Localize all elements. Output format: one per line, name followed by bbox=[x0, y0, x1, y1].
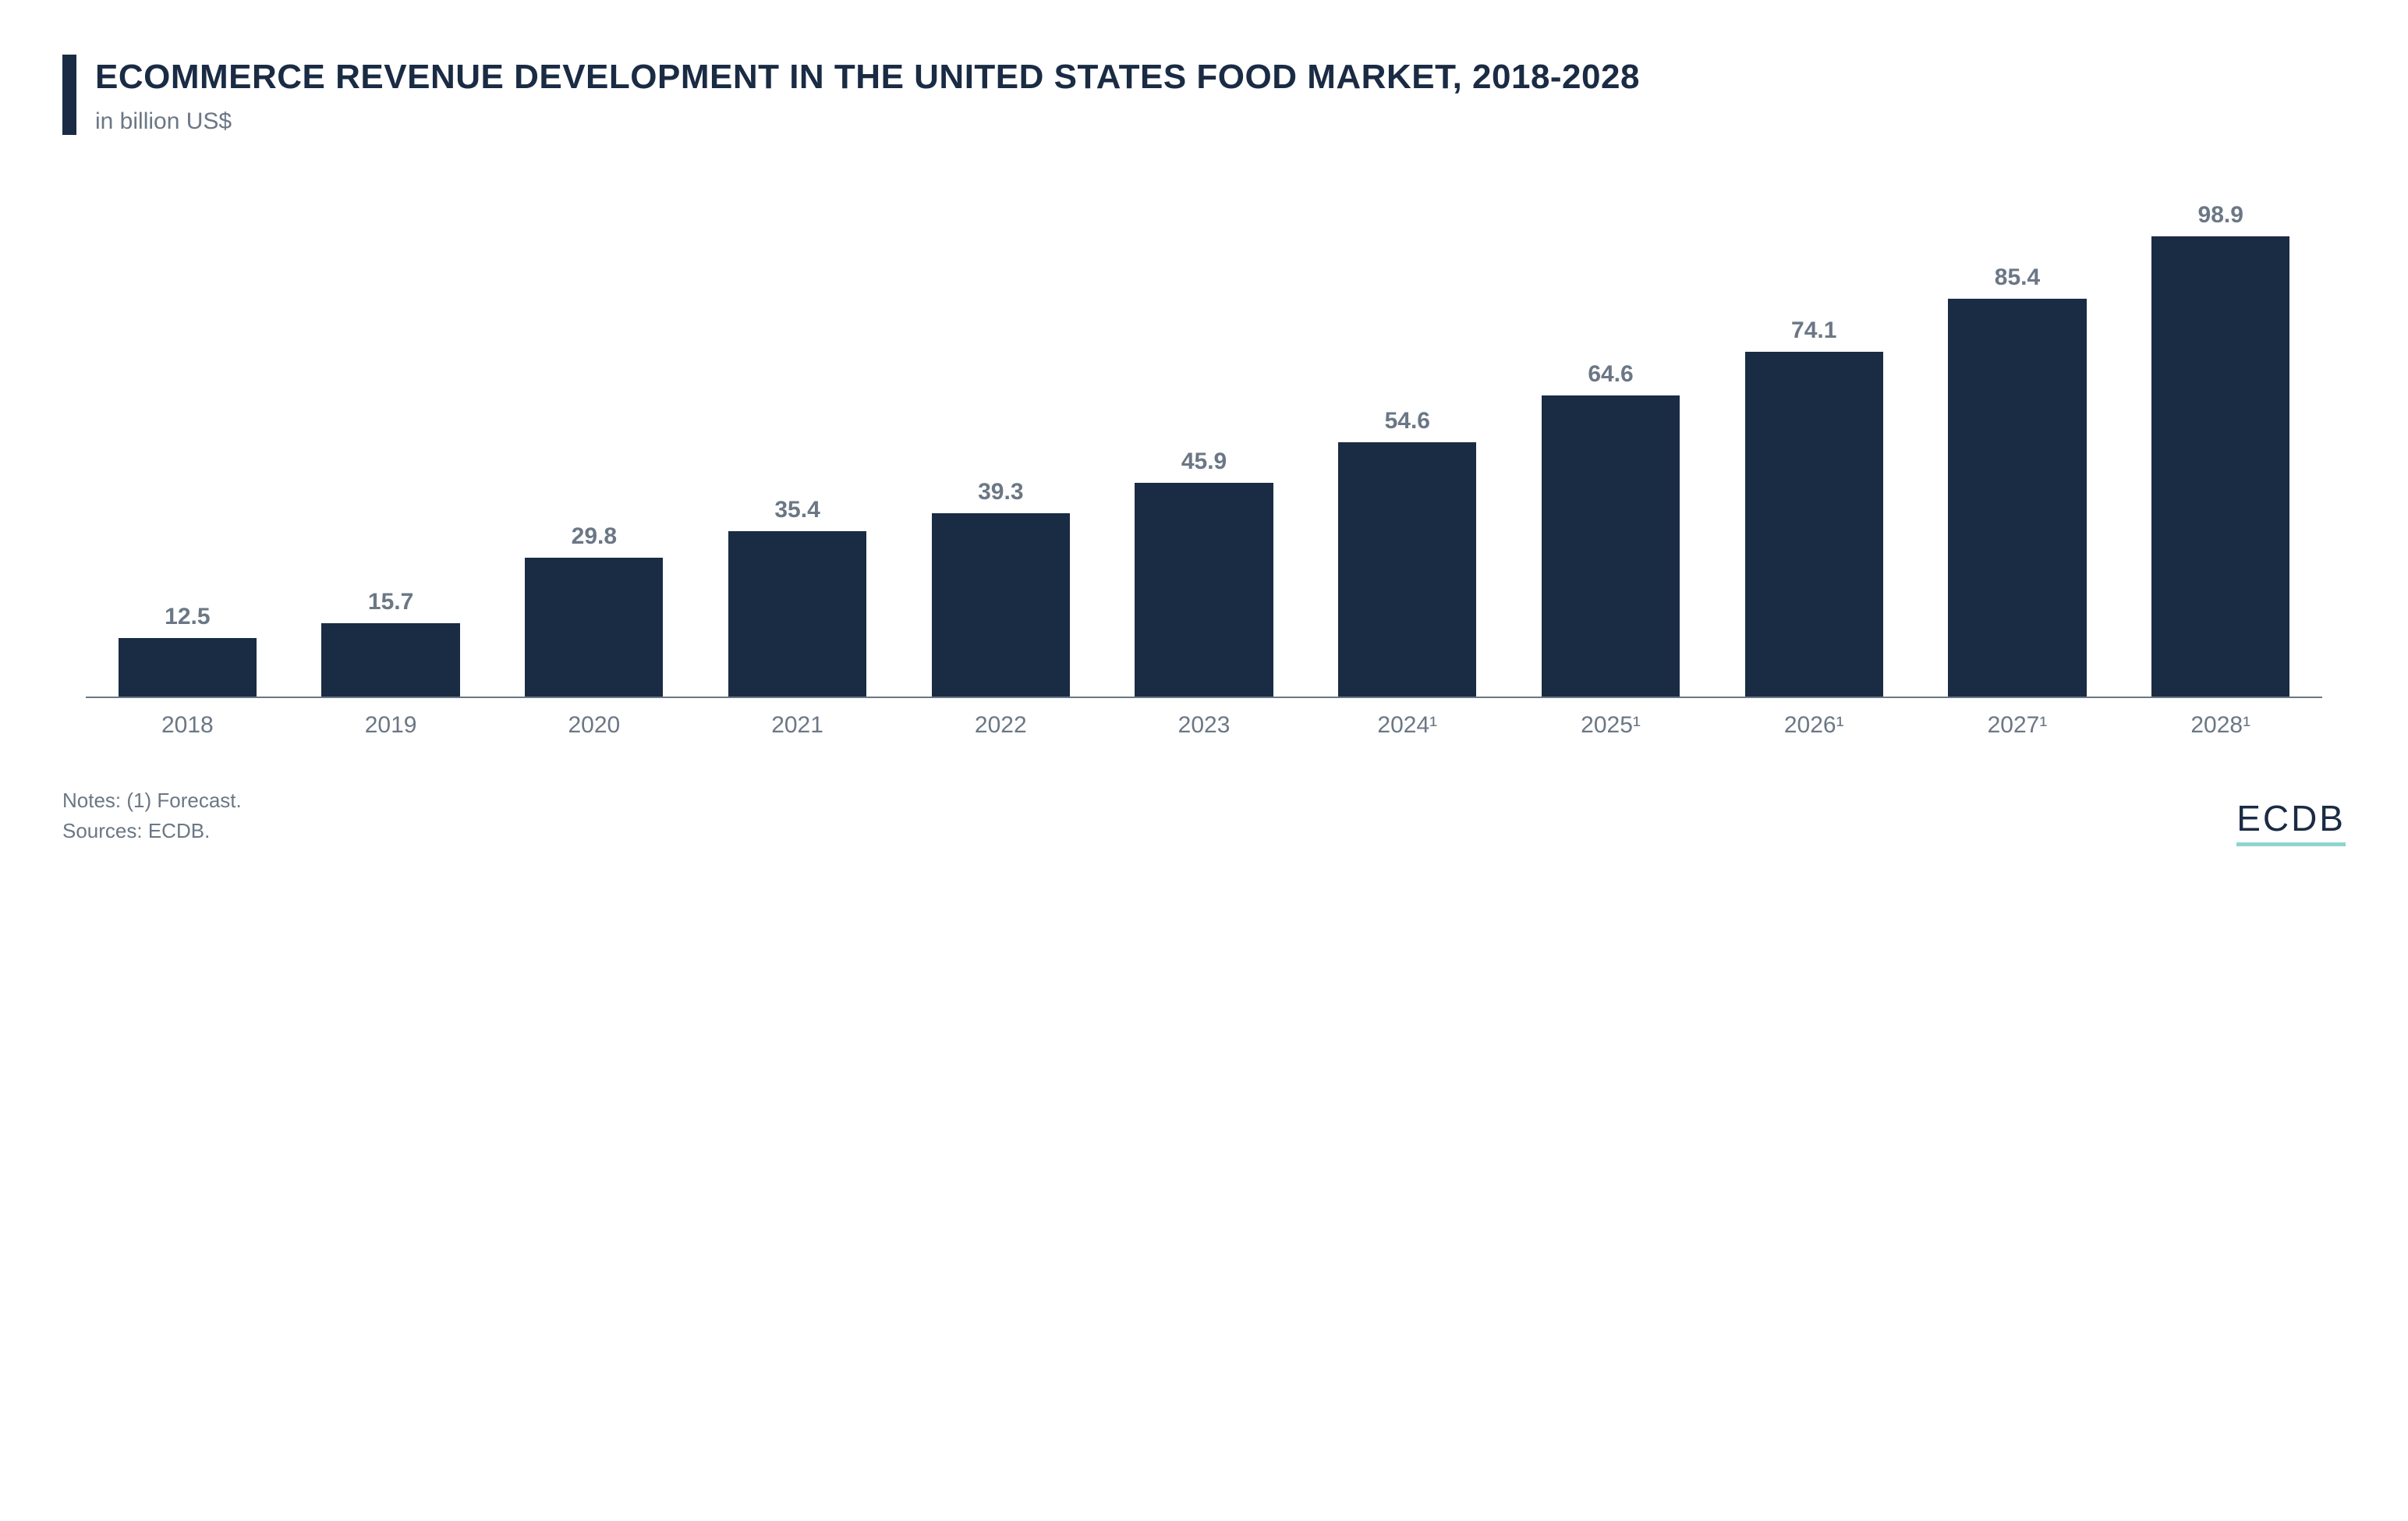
bar-slot: 39.3 bbox=[899, 479, 1103, 696]
bar-value-label: 64.6 bbox=[1588, 361, 1633, 388]
bar-value-label: 35.4 bbox=[774, 497, 820, 523]
bar-slot: 85.4 bbox=[1916, 264, 2119, 696]
bar-slot: 74.1 bbox=[1712, 317, 1916, 697]
x-axis-label: 2021 bbox=[696, 712, 899, 739]
chart-title: ECOMMERCE REVENUE DEVELOPMENT IN THE UNI… bbox=[95, 58, 2346, 98]
bar-value-label: 29.8 bbox=[572, 523, 617, 550]
bar bbox=[1542, 395, 1680, 696]
bar-slot: 15.7 bbox=[289, 589, 493, 697]
bar-value-label: 54.6 bbox=[1385, 408, 1430, 434]
bar bbox=[321, 623, 459, 697]
footer-notes: Notes: (1) Forecast. Sources: ECDB. bbox=[62, 785, 242, 846]
x-axis-baseline bbox=[86, 697, 2322, 698]
title-block: ECOMMERCE REVENUE DEVELOPMENT IN THE UNI… bbox=[95, 55, 2346, 135]
bar bbox=[728, 531, 866, 696]
chart-subtitle: in billion US$ bbox=[95, 108, 2346, 135]
bar-slot: 35.4 bbox=[696, 497, 899, 696]
x-axis-labels: 2018201920202021202220232024¹2025¹2026¹2… bbox=[86, 712, 2322, 739]
bar bbox=[1338, 442, 1476, 697]
bar bbox=[119, 638, 257, 697]
sources-line: Sources: ECDB. bbox=[62, 816, 242, 846]
x-axis-label: 2028¹ bbox=[2119, 712, 2322, 739]
x-axis-label: 2020 bbox=[492, 712, 696, 739]
bar bbox=[2151, 236, 2289, 697]
bar bbox=[932, 513, 1070, 696]
bar-slot: 12.5 bbox=[86, 604, 289, 697]
bar-value-label: 15.7 bbox=[368, 589, 413, 615]
x-axis-label: 2024¹ bbox=[1305, 712, 1509, 739]
bar-slot: 29.8 bbox=[492, 523, 696, 697]
chart-header: ECOMMERCE REVENUE DEVELOPMENT IN THE UNI… bbox=[62, 55, 2346, 135]
x-axis-label: 2022 bbox=[899, 712, 1103, 739]
x-axis-label: 2025¹ bbox=[1509, 712, 1712, 739]
bar bbox=[1745, 352, 1883, 697]
bar-value-label: 74.1 bbox=[1791, 317, 1836, 344]
x-axis-label: 2019 bbox=[289, 712, 493, 739]
x-axis-label: 2026¹ bbox=[1712, 712, 1916, 739]
bar-value-label: 98.9 bbox=[2198, 202, 2243, 229]
bar-value-label: 12.5 bbox=[165, 604, 210, 630]
bar bbox=[525, 558, 663, 697]
bar-slot: 98.9 bbox=[2119, 202, 2322, 697]
bar-value-label: 39.3 bbox=[978, 479, 1023, 505]
bar-chart: 12.5 15.7 29.8 35.4 39.3 45.9 54.6 64.6 74.1 85.4… bbox=[86, 197, 2322, 739]
bar-value-label: 45.9 bbox=[1181, 448, 1227, 475]
chart-footer: Notes: (1) Forecast. Sources: ECDB. ECDB bbox=[62, 785, 2346, 846]
notes-line: Notes: (1) Forecast. bbox=[62, 785, 242, 816]
title-accent-bar bbox=[62, 55, 76, 135]
ecdb-logo: ECDB bbox=[2236, 797, 2346, 846]
chart-area: 12.5 15.7 29.8 35.4 39.3 45.9 54.6 64.6 74.1 85.4… bbox=[86, 197, 2322, 739]
bar bbox=[1135, 483, 1273, 697]
bars-container: 12.5 15.7 29.8 35.4 39.3 45.9 54.6 64.6 74.1 85.4… bbox=[86, 197, 2322, 697]
bar-slot: 64.6 bbox=[1509, 361, 1712, 696]
bar-slot: 54.6 bbox=[1305, 408, 1509, 697]
bar bbox=[1948, 299, 2086, 696]
x-axis-label: 2018 bbox=[86, 712, 289, 739]
x-axis-label: 2023 bbox=[1103, 712, 1306, 739]
bar-slot: 45.9 bbox=[1103, 448, 1306, 697]
x-axis-label: 2027¹ bbox=[1916, 712, 2119, 739]
bar-value-label: 85.4 bbox=[1995, 264, 2040, 291]
